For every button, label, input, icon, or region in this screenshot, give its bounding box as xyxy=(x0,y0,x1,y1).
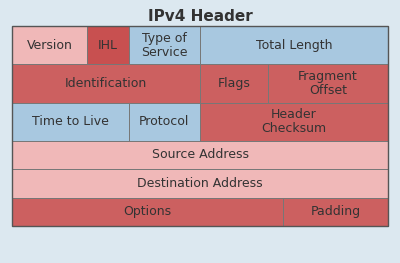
Text: Fragment
Offset: Fragment Offset xyxy=(298,70,358,97)
Text: Identification: Identification xyxy=(65,77,147,90)
Bar xyxy=(12,64,200,103)
Text: Padding: Padding xyxy=(310,205,360,218)
Bar xyxy=(200,103,388,141)
Bar xyxy=(283,198,388,226)
Bar xyxy=(12,103,128,141)
Bar xyxy=(200,64,268,103)
Bar xyxy=(12,141,388,169)
Bar xyxy=(12,198,283,226)
Text: Destination Address: Destination Address xyxy=(137,177,263,190)
Text: Time to Live: Time to Live xyxy=(32,115,109,128)
Bar xyxy=(128,26,200,64)
Bar xyxy=(268,64,388,103)
Bar xyxy=(12,26,87,64)
Bar xyxy=(12,169,388,198)
Text: Version: Version xyxy=(27,39,72,52)
Text: Type of
Service: Type of Service xyxy=(141,32,188,59)
Text: Options: Options xyxy=(123,205,172,218)
Text: Flags: Flags xyxy=(218,77,250,90)
Text: IHL: IHL xyxy=(98,39,118,52)
Text: Total Length: Total Length xyxy=(256,39,332,52)
Bar xyxy=(200,26,388,64)
Text: Source Address: Source Address xyxy=(152,148,248,161)
Text: Header
Checksum: Header Checksum xyxy=(262,108,326,135)
Text: Protocol: Protocol xyxy=(139,115,190,128)
Bar xyxy=(87,26,128,64)
Text: IPv4 Header: IPv4 Header xyxy=(148,9,252,24)
Bar xyxy=(128,103,200,141)
Bar xyxy=(12,26,388,226)
